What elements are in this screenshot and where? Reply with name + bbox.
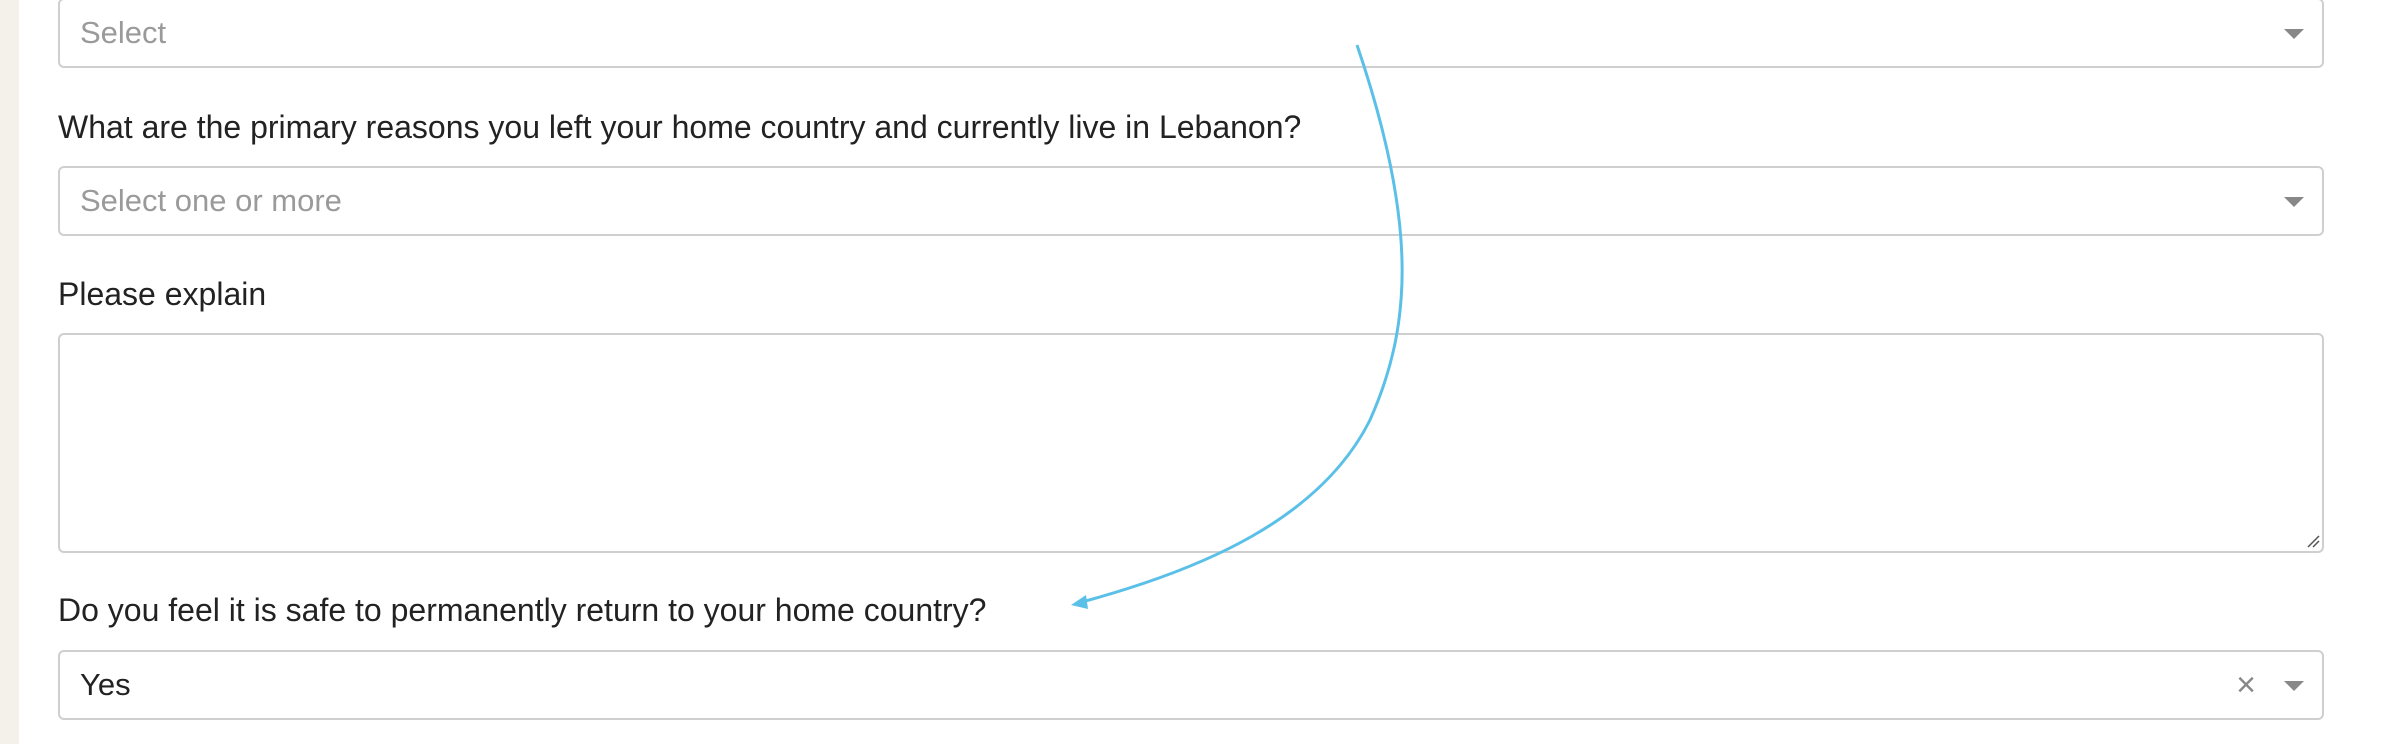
chevron-down-icon — [2284, 197, 2304, 207]
resize-handle-icon[interactable] — [2306, 534, 2320, 548]
safe-return-selected-value: Yes — [80, 667, 131, 702]
previous-question-select-placeholder: Select — [80, 15, 167, 50]
explain-textarea[interactable] — [58, 333, 2324, 553]
reasons-question-label: What are the primary reasons you left yo… — [58, 109, 1302, 145]
explain-label: Please explain — [58, 276, 267, 312]
reasons-multiselect[interactable]: Select one or more — [58, 166, 2324, 236]
chevron-down-icon — [2284, 681, 2304, 691]
safe-return-question-label: Do you feel it is safe to permanently re… — [58, 592, 987, 628]
previous-question-select[interactable]: Select — [58, 0, 2324, 68]
reasons-multiselect-placeholder: Select one or more — [80, 183, 342, 218]
safe-return-select[interactable]: Yes × — [58, 650, 2324, 720]
chevron-down-icon — [2284, 29, 2304, 39]
clear-icon[interactable]: × — [2236, 666, 2256, 704]
